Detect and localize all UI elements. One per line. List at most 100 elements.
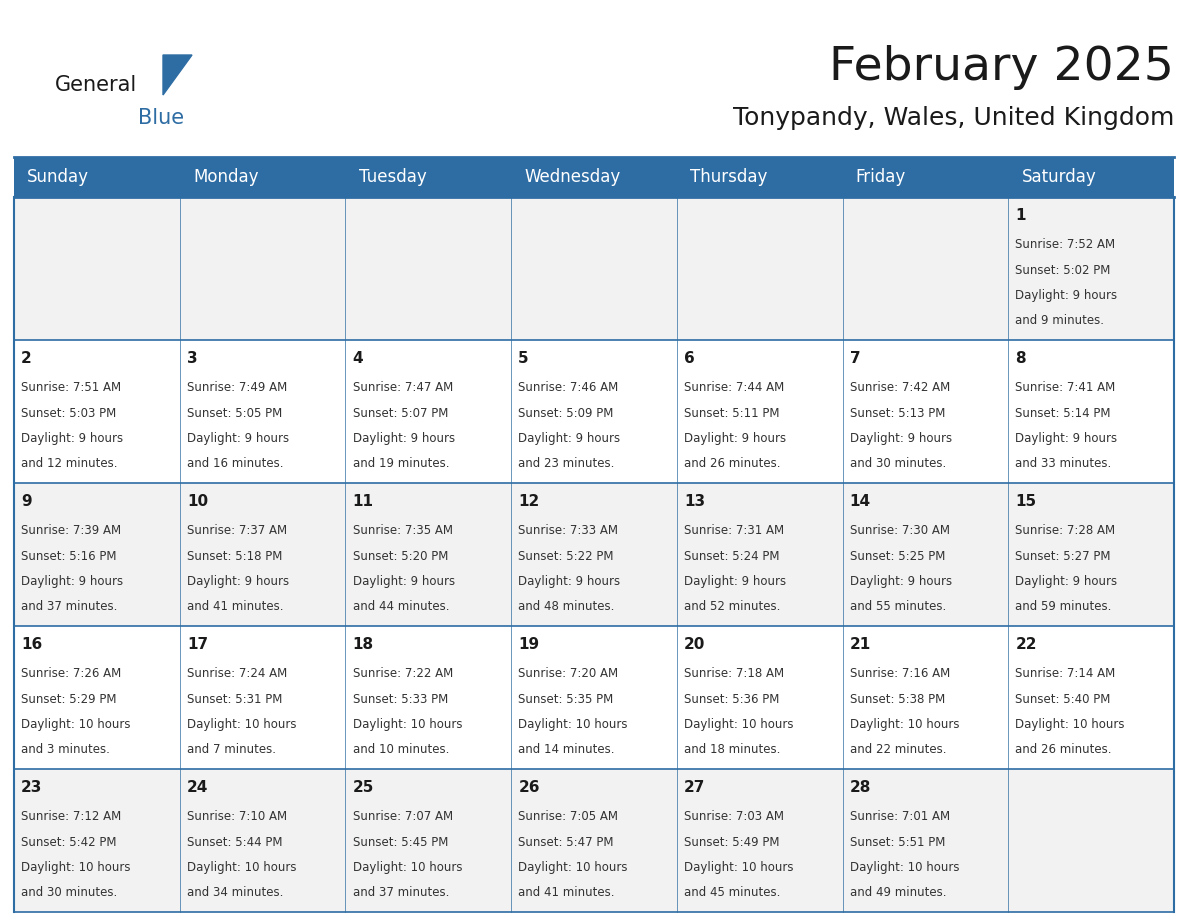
Text: 20: 20 <box>684 637 706 652</box>
Bar <box>14 157 1174 197</box>
Text: and 14 minutes.: and 14 minutes. <box>518 743 614 756</box>
Text: Sunrise: 7:16 AM: Sunrise: 7:16 AM <box>849 667 950 680</box>
Text: 24: 24 <box>187 780 208 795</box>
Text: Sunset: 5:51 PM: Sunset: 5:51 PM <box>849 835 946 848</box>
Text: Sunrise: 7:37 AM: Sunrise: 7:37 AM <box>187 524 287 537</box>
Text: Saturday: Saturday <box>1022 168 1097 186</box>
Bar <box>14 483 1174 626</box>
Text: Wednesday: Wednesday <box>524 168 620 186</box>
Text: Sunset: 5:44 PM: Sunset: 5:44 PM <box>187 835 283 848</box>
Text: Sunrise: 7:26 AM: Sunrise: 7:26 AM <box>21 667 121 680</box>
Text: Daylight: 9 hours: Daylight: 9 hours <box>849 431 952 444</box>
Text: Tuesday: Tuesday <box>359 168 426 186</box>
Text: Sunset: 5:40 PM: Sunset: 5:40 PM <box>1016 692 1111 706</box>
Text: 11: 11 <box>353 494 373 509</box>
Text: 7: 7 <box>849 351 860 366</box>
Bar <box>14 197 1174 340</box>
Text: 16: 16 <box>21 637 43 652</box>
Text: Sunrise: 7:52 AM: Sunrise: 7:52 AM <box>1016 239 1116 252</box>
Text: 5: 5 <box>518 351 529 366</box>
Bar <box>14 769 1174 912</box>
Text: 8: 8 <box>1016 351 1026 366</box>
Text: Sunset: 5:09 PM: Sunset: 5:09 PM <box>518 407 614 420</box>
Text: Daylight: 10 hours: Daylight: 10 hours <box>849 861 959 874</box>
Text: and 59 minutes.: and 59 minutes. <box>1016 599 1112 613</box>
Text: and 30 minutes.: and 30 minutes. <box>21 886 118 899</box>
Text: Sunrise: 7:24 AM: Sunrise: 7:24 AM <box>187 667 287 680</box>
Text: and 33 minutes.: and 33 minutes. <box>1016 457 1112 470</box>
Text: Daylight: 10 hours: Daylight: 10 hours <box>518 861 627 874</box>
Text: Sunrise: 7:30 AM: Sunrise: 7:30 AM <box>849 524 949 537</box>
Text: Sunset: 5:03 PM: Sunset: 5:03 PM <box>21 407 116 420</box>
Text: Daylight: 10 hours: Daylight: 10 hours <box>187 861 296 874</box>
Text: and 23 minutes.: and 23 minutes. <box>518 457 614 470</box>
Text: Tonypandy, Wales, United Kingdom: Tonypandy, Wales, United Kingdom <box>733 106 1174 130</box>
Text: and 55 minutes.: and 55 minutes. <box>849 599 946 613</box>
Text: and 12 minutes.: and 12 minutes. <box>21 457 118 470</box>
Text: Sunset: 5:42 PM: Sunset: 5:42 PM <box>21 835 116 848</box>
Text: and 26 minutes.: and 26 minutes. <box>1016 743 1112 756</box>
Text: 23: 23 <box>21 780 43 795</box>
Text: Daylight: 10 hours: Daylight: 10 hours <box>684 718 794 731</box>
Text: 15: 15 <box>1016 494 1037 509</box>
Bar <box>14 340 1174 483</box>
Text: Daylight: 9 hours: Daylight: 9 hours <box>518 431 620 444</box>
Text: Sunset: 5:47 PM: Sunset: 5:47 PM <box>518 835 614 848</box>
Text: and 18 minutes.: and 18 minutes. <box>684 743 781 756</box>
Text: Sunset: 5:16 PM: Sunset: 5:16 PM <box>21 550 116 563</box>
Text: Sunset: 5:33 PM: Sunset: 5:33 PM <box>353 692 448 706</box>
Text: Thursday: Thursday <box>690 168 767 186</box>
Text: 9: 9 <box>21 494 32 509</box>
Text: Daylight: 10 hours: Daylight: 10 hours <box>849 718 959 731</box>
Text: 27: 27 <box>684 780 706 795</box>
Text: Sunset: 5:31 PM: Sunset: 5:31 PM <box>187 692 283 706</box>
Text: Sunrise: 7:14 AM: Sunrise: 7:14 AM <box>1016 667 1116 680</box>
Text: Sunset: 5:11 PM: Sunset: 5:11 PM <box>684 407 779 420</box>
Text: Sunset: 5:20 PM: Sunset: 5:20 PM <box>353 550 448 563</box>
Text: and 34 minutes.: and 34 minutes. <box>187 886 283 899</box>
Text: Sunrise: 7:33 AM: Sunrise: 7:33 AM <box>518 524 618 537</box>
Text: Sunrise: 7:39 AM: Sunrise: 7:39 AM <box>21 524 121 537</box>
Text: Sunrise: 7:28 AM: Sunrise: 7:28 AM <box>1016 524 1116 537</box>
Text: General: General <box>55 75 138 95</box>
Text: Daylight: 9 hours: Daylight: 9 hours <box>849 575 952 588</box>
Text: and 22 minutes.: and 22 minutes. <box>849 743 946 756</box>
Text: Sunset: 5:27 PM: Sunset: 5:27 PM <box>1016 550 1111 563</box>
Text: Sunrise: 7:18 AM: Sunrise: 7:18 AM <box>684 667 784 680</box>
Text: and 52 minutes.: and 52 minutes. <box>684 599 781 613</box>
Text: Sunrise: 7:44 AM: Sunrise: 7:44 AM <box>684 382 784 395</box>
Text: Sunset: 5:02 PM: Sunset: 5:02 PM <box>1016 263 1111 276</box>
Text: Sunrise: 7:35 AM: Sunrise: 7:35 AM <box>353 524 453 537</box>
Text: Sunrise: 7:01 AM: Sunrise: 7:01 AM <box>849 811 950 823</box>
Text: Daylight: 9 hours: Daylight: 9 hours <box>518 575 620 588</box>
Text: Daylight: 9 hours: Daylight: 9 hours <box>1016 431 1118 444</box>
Text: and 41 minutes.: and 41 minutes. <box>187 599 284 613</box>
Text: 25: 25 <box>353 780 374 795</box>
Text: 21: 21 <box>849 637 871 652</box>
Text: and 41 minutes.: and 41 minutes. <box>518 886 614 899</box>
Polygon shape <box>163 55 192 95</box>
Text: Daylight: 10 hours: Daylight: 10 hours <box>187 718 296 731</box>
Text: and 16 minutes.: and 16 minutes. <box>187 457 284 470</box>
Text: Sunrise: 7:07 AM: Sunrise: 7:07 AM <box>353 811 453 823</box>
Text: and 44 minutes.: and 44 minutes. <box>353 599 449 613</box>
Text: Sunset: 5:25 PM: Sunset: 5:25 PM <box>849 550 946 563</box>
Text: and 10 minutes.: and 10 minutes. <box>353 743 449 756</box>
Text: 6: 6 <box>684 351 695 366</box>
Text: Daylight: 9 hours: Daylight: 9 hours <box>684 575 786 588</box>
Text: 3: 3 <box>187 351 197 366</box>
Text: 19: 19 <box>518 637 539 652</box>
Text: 2: 2 <box>21 351 32 366</box>
Text: Sunset: 5:13 PM: Sunset: 5:13 PM <box>849 407 946 420</box>
Text: Sunset: 5:36 PM: Sunset: 5:36 PM <box>684 692 779 706</box>
Text: and 30 minutes.: and 30 minutes. <box>849 457 946 470</box>
Text: 17: 17 <box>187 637 208 652</box>
Text: Sunset: 5:38 PM: Sunset: 5:38 PM <box>849 692 944 706</box>
Text: 26: 26 <box>518 780 539 795</box>
Text: Sunrise: 7:49 AM: Sunrise: 7:49 AM <box>187 382 287 395</box>
Text: Daylight: 10 hours: Daylight: 10 hours <box>1016 718 1125 731</box>
Text: and 9 minutes.: and 9 minutes. <box>1016 314 1105 327</box>
Text: 18: 18 <box>353 637 374 652</box>
Text: Sunrise: 7:46 AM: Sunrise: 7:46 AM <box>518 382 619 395</box>
Text: 22: 22 <box>1016 637 1037 652</box>
